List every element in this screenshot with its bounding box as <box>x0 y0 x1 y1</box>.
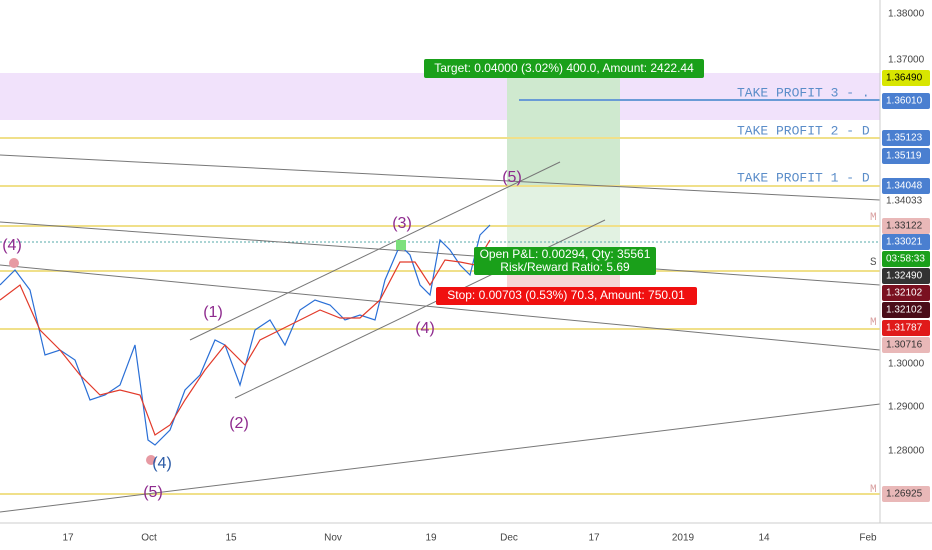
pnl-label: Open P&L: 0.00294, Qty: 35561 <box>480 247 651 261</box>
price-series <box>0 224 491 446</box>
trend-line <box>0 221 881 286</box>
wave-dot <box>9 258 19 268</box>
time-label: Nov <box>324 533 342 544</box>
level-marker: M <box>870 212 877 224</box>
price-badge-label: 1.35119 <box>886 151 922 162</box>
price-badge-label: 1.26925 <box>886 489 923 500</box>
wave-dot <box>146 455 156 465</box>
take-profit-label: TAKE PROFIT 2 - D <box>737 123 870 138</box>
level-marker: M <box>870 317 877 329</box>
price-badge-label: 1.32102 <box>886 305 923 316</box>
price-badge-label: 1.32102 <box>886 288 923 299</box>
price-badge <box>882 234 930 250</box>
wave-label: (5) <box>502 169 522 186</box>
price-badge <box>882 486 930 502</box>
wave-label: (1) <box>203 304 223 321</box>
time-label: 2019 <box>672 533 695 544</box>
entry-marker <box>396 240 406 250</box>
price-badge <box>882 70 930 86</box>
price-badge <box>882 218 930 234</box>
price-badge <box>882 251 930 267</box>
price-badge <box>882 302 930 318</box>
target-label: Target: 0.04000 (3.02%) 400.0, Amount: 2… <box>434 61 694 75</box>
price-badge-label: 1.36010 <box>886 96 923 107</box>
wave-label: (4) <box>415 320 435 337</box>
level-lines <box>0 137 880 495</box>
rr-label: Risk/Reward Ratio: 5.69 <box>500 260 630 274</box>
wave-label: (4) <box>152 455 172 472</box>
trend-line <box>0 154 881 201</box>
price-tick-label: 1.37000 <box>888 55 925 66</box>
wave-label: (2) <box>229 415 249 432</box>
price-tick-label: 1.28000 <box>888 446 925 457</box>
price-badge-label: 1.34033 <box>886 196 923 207</box>
take-profit-label: TAKE PROFIT 1 - D <box>737 170 870 185</box>
profit-zone <box>507 73 620 186</box>
price-badge <box>882 130 930 146</box>
moving-average <box>0 239 491 436</box>
trend-line <box>0 403 881 513</box>
price-badge <box>882 93 930 109</box>
price-tick-label: 1.30000 <box>888 359 925 370</box>
price-badge <box>882 178 930 194</box>
time-label: 15 <box>225 533 237 544</box>
price-badge <box>882 285 930 301</box>
pnl-box <box>474 247 656 275</box>
take-profit-label: TAKE PROFIT 3 - . <box>737 85 870 100</box>
wave-label: (5) <box>143 484 163 501</box>
price-badge-label: 1.33122 <box>886 221 923 232</box>
channel-line <box>189 161 561 341</box>
wave-label: (4) <box>2 237 22 254</box>
price-badge-label: 1.33021 <box>886 237 923 248</box>
time-label: Feb <box>859 533 877 544</box>
time-label: Oct <box>141 533 157 544</box>
price-badge <box>882 148 930 164</box>
stop-box <box>436 287 697 305</box>
trend-line <box>0 264 881 351</box>
time-label: 17 <box>62 533 74 544</box>
time-label: 17 <box>588 533 600 544</box>
price-axis: 1.38000 1.37000 1.30000 1.29000 1.28000 1.364… <box>882 9 930 502</box>
level-marker: M <box>870 484 877 496</box>
price-badge-label: 1.36490 <box>886 73 923 84</box>
level-marker: S <box>870 257 877 269</box>
stop-label: Stop: 0.00703 (0.53%) 70.3, Amount: 750.… <box>447 288 685 302</box>
price-badge <box>882 337 930 353</box>
take-profit-zone <box>0 73 880 120</box>
price-tick-label: 1.38000 <box>888 9 925 20</box>
wave-label: (3) <box>392 215 412 232</box>
time-label: Dec <box>500 533 518 544</box>
trend-lines <box>0 154 881 513</box>
price-badge-label: 03:58:33 <box>886 254 925 265</box>
price-badge <box>882 320 930 336</box>
price-badge-label: 1.32490 <box>886 271 923 282</box>
time-label: 19 <box>425 533 437 544</box>
price-badge-label: 1.31787 <box>886 323 923 334</box>
time-label: 14 <box>758 533 770 544</box>
price-badge <box>882 268 930 284</box>
target-box <box>424 59 704 78</box>
price-badge-label: 1.35123 <box>886 133 923 144</box>
price-tick-label: 1.29000 <box>888 402 925 413</box>
price-badge-label: 1.34048 <box>886 181 923 192</box>
price-badge-label: 1.30716 <box>886 340 923 351</box>
